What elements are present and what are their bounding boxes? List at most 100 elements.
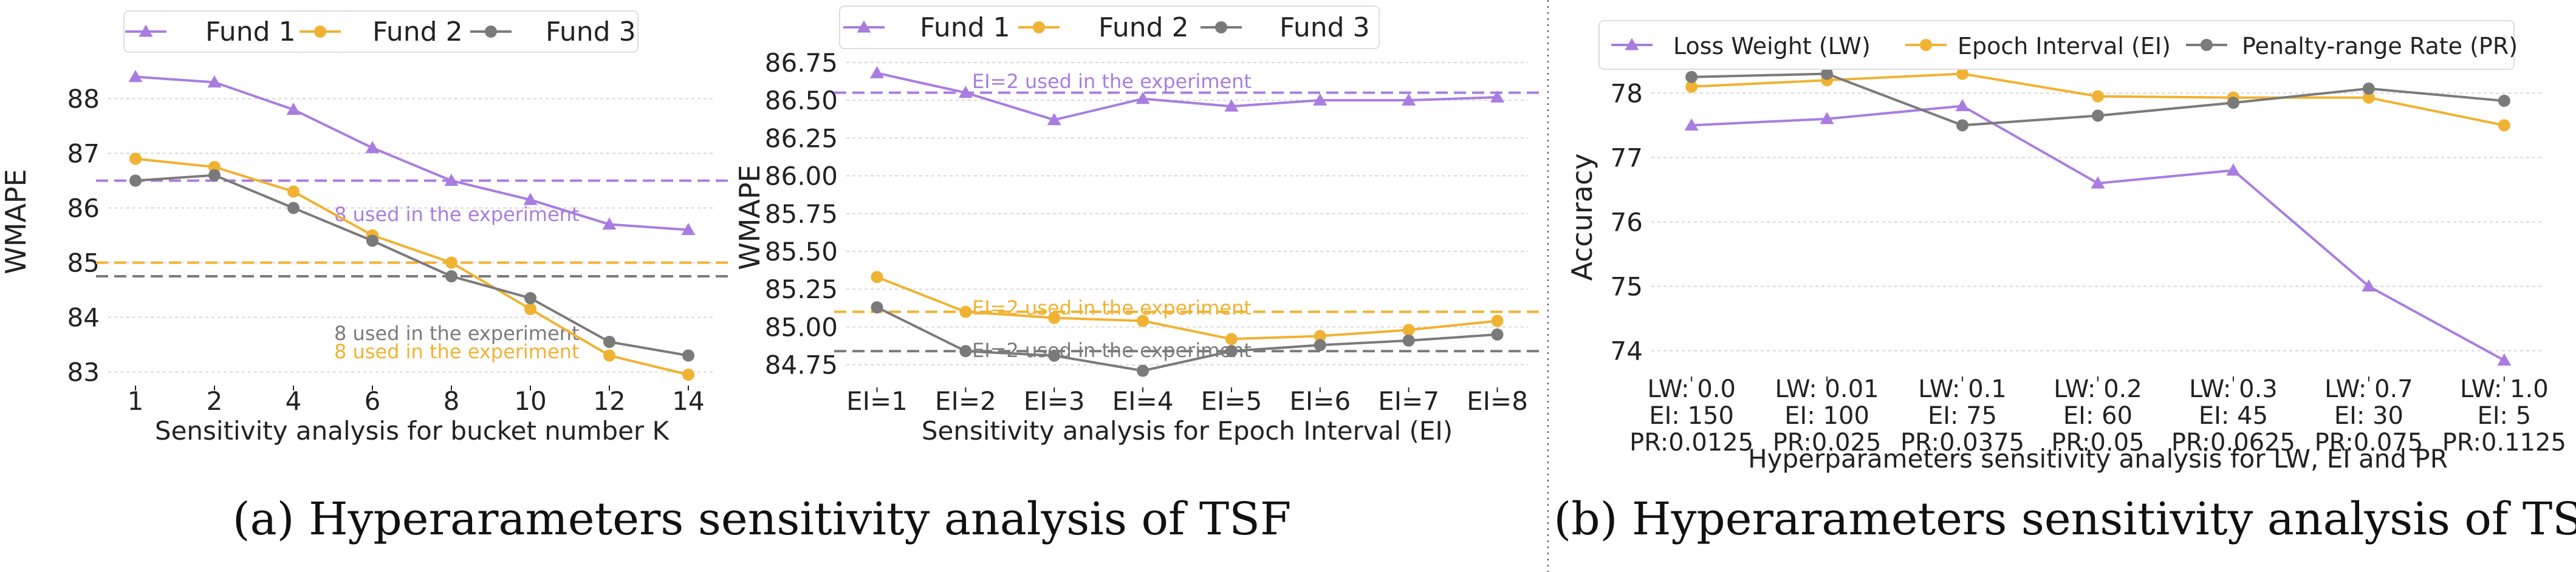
data-point	[2091, 176, 2105, 189]
data-point	[1491, 328, 1504, 341]
data-point	[128, 70, 143, 83]
legend-marker	[314, 26, 326, 38]
legend-marker	[2201, 39, 2213, 51]
x-tick-label: 14	[672, 386, 704, 416]
legend-marker	[857, 20, 871, 33]
y-axis-label: WMAPE	[733, 165, 766, 270]
series-line-3	[135, 174, 689, 357]
data-point	[2498, 119, 2510, 132]
x-tick-label: PR:0.05	[2051, 429, 2144, 457]
data-point	[1955, 99, 1970, 112]
data-point	[1224, 99, 1239, 112]
legend-label: Fund 2	[1098, 12, 1189, 43]
y-tick-label: 77	[1611, 143, 1643, 172]
caption-a: (a) Hyperarameters sensitivity analysis …	[233, 493, 1292, 545]
legend-label: Fund 1	[205, 16, 296, 47]
data-point	[959, 345, 972, 358]
data-point	[682, 349, 694, 362]
data-point	[2498, 95, 2510, 107]
legend-marker	[139, 24, 153, 37]
x-tick-label: EI=7	[1378, 386, 1439, 416]
legend-box	[1598, 20, 2515, 70]
x-tick-label: EI=1	[846, 386, 908, 416]
x-tick-label: LW: 0.0	[1647, 375, 1736, 403]
x-axis-label: Hyperparameters sensitivity analysis for…	[1748, 444, 2448, 474]
y-axis-label: WMAPE	[0, 169, 32, 274]
legend-marker	[1033, 21, 1045, 33]
data-point	[682, 369, 694, 381]
x-tick-label: EI=3	[1024, 386, 1085, 416]
data-point	[2362, 91, 2375, 104]
y-tick-label: 76	[1611, 207, 1643, 237]
data-point	[2092, 90, 2104, 103]
x-tick-label: LW: 0.3	[2189, 375, 2278, 403]
x-tick-label: 4	[286, 386, 302, 416]
legend-marker	[1625, 38, 1639, 50]
y-tick-label: 86.50	[765, 86, 838, 115]
legend-label: Loss Weight (LW)	[1673, 33, 1871, 60]
reference-label: 8 used in the experiment	[334, 322, 579, 345]
y-tick-label: 85.75	[765, 199, 838, 229]
y-tick-label: 74	[1611, 336, 1643, 366]
x-tick-label: 10	[514, 386, 546, 416]
data-point	[1048, 312, 1061, 324]
y-tick-label: 86.00	[765, 162, 838, 191]
data-point	[1225, 333, 1238, 346]
data-point	[286, 103, 301, 115]
legend-label: Fund 3	[546, 16, 636, 47]
data-point	[444, 174, 459, 186]
x-tick-label: LW: 0.01	[1775, 375, 1879, 403]
data-point	[1314, 330, 1326, 342]
x-axis-label: Sensitivity analysis for Epoch Interval …	[922, 416, 1453, 446]
data-point	[2092, 109, 2104, 122]
data-point	[1956, 119, 1969, 132]
x-tick-label: 1	[128, 386, 144, 416]
caption-b: (b) Hyperarameters sensitivity analysis …	[1553, 493, 2576, 545]
data-point	[958, 86, 973, 98]
legend-box	[123, 10, 639, 53]
data-point	[1225, 345, 1238, 358]
data-point	[1047, 112, 1061, 126]
data-point	[871, 301, 883, 314]
series-line-1	[135, 75, 689, 231]
x-tick-label: EI: 75	[1928, 402, 1997, 430]
y-tick-label: 85	[67, 248, 100, 278]
x-tick-label: LW: 0.2	[2054, 375, 2142, 403]
data-point	[366, 234, 379, 247]
data-point	[1137, 364, 1149, 377]
legend-marker	[1920, 39, 1932, 51]
x-tick-label: EI=6	[1289, 386, 1351, 416]
x-tick-label: EI=5	[1201, 386, 1262, 416]
series-line-2	[876, 276, 1498, 341]
y-tick-label: 86	[67, 194, 100, 223]
data-point	[1402, 334, 1415, 347]
x-tick-label: EI: 60	[2063, 402, 2132, 430]
data-point	[365, 141, 380, 154]
y-tick-label: 84	[67, 303, 100, 333]
data-point	[869, 66, 884, 78]
data-point	[445, 256, 457, 269]
x-tick-label: EI=4	[1112, 386, 1174, 416]
y-axis-label: Accuracy	[1566, 153, 1598, 281]
data-point	[207, 75, 222, 88]
legend-label: Epoch Interval (EI)	[1958, 33, 2171, 60]
x-tick-label: EI=8	[1467, 386, 1528, 416]
y-tick-label: 87	[67, 139, 100, 169]
series-line-1	[877, 72, 1498, 121]
x-tick-label: 12	[593, 386, 625, 416]
data-point	[1402, 93, 1416, 106]
series-line-3	[876, 306, 1498, 372]
y-tick-label: 84.75	[765, 350, 838, 380]
y-tick-label: 86.25	[765, 123, 838, 153]
x-tick-label: EI: 100	[1784, 402, 1869, 430]
legend-marker	[1215, 21, 1227, 33]
data-point	[129, 174, 142, 187]
x-tick-label: LW: 0.1	[1918, 375, 2007, 403]
data-point	[1136, 92, 1150, 104]
chart-tsf-epoch-interval: 84.75 85.00 85.25 85.50 85.75 86.00 86.25 86.50…	[733, 5, 1540, 446]
data-point	[1685, 80, 1698, 93]
x-tick-label: 8	[444, 386, 460, 416]
data-point	[1137, 315, 1149, 327]
